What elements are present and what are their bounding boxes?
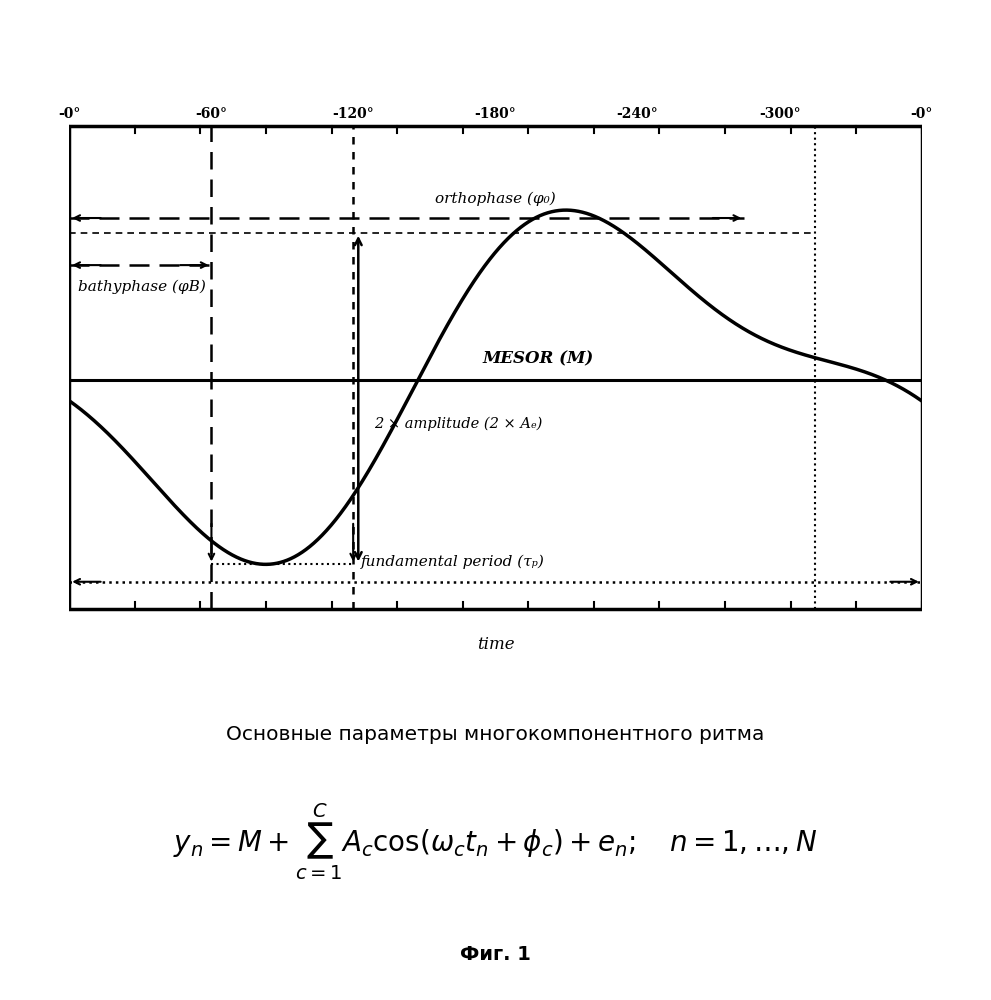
Text: -120°: -120° [333, 107, 375, 121]
Text: -240°: -240° [616, 107, 658, 121]
Text: time: time [477, 636, 514, 653]
Text: Основные параметры многокомпонентного ритма: Основные параметры многокомпонентного ри… [226, 726, 765, 744]
Text: bathyphase (φB): bathyphase (φB) [78, 280, 206, 294]
Text: $y_n = M + \sum_{c=1}^{C} A_c \cos(\omega_c t_n + \phi_c) + e_n; \quad n = 1, \l: $y_n = M + \sum_{c=1}^{C} A_c \cos(\omeg… [173, 802, 818, 882]
Text: Фиг. 1: Фиг. 1 [460, 946, 531, 964]
Text: 2 × amplitude (2 × Aₑ): 2 × amplitude (2 × Aₑ) [375, 416, 543, 431]
Text: -180°: -180° [475, 107, 516, 121]
Text: -0°: -0° [58, 107, 80, 121]
Text: -300°: -300° [759, 107, 801, 121]
Text: orthophase (φ₀): orthophase (φ₀) [435, 191, 556, 206]
Bar [69, 126, 922, 609]
Text: MESOR (M): MESOR (M) [483, 350, 594, 367]
Text: -60°: -60° [195, 107, 227, 121]
Text: fundamental period (τₚ): fundamental period (τₚ) [361, 555, 545, 569]
Text: -0°: -0° [911, 107, 933, 121]
